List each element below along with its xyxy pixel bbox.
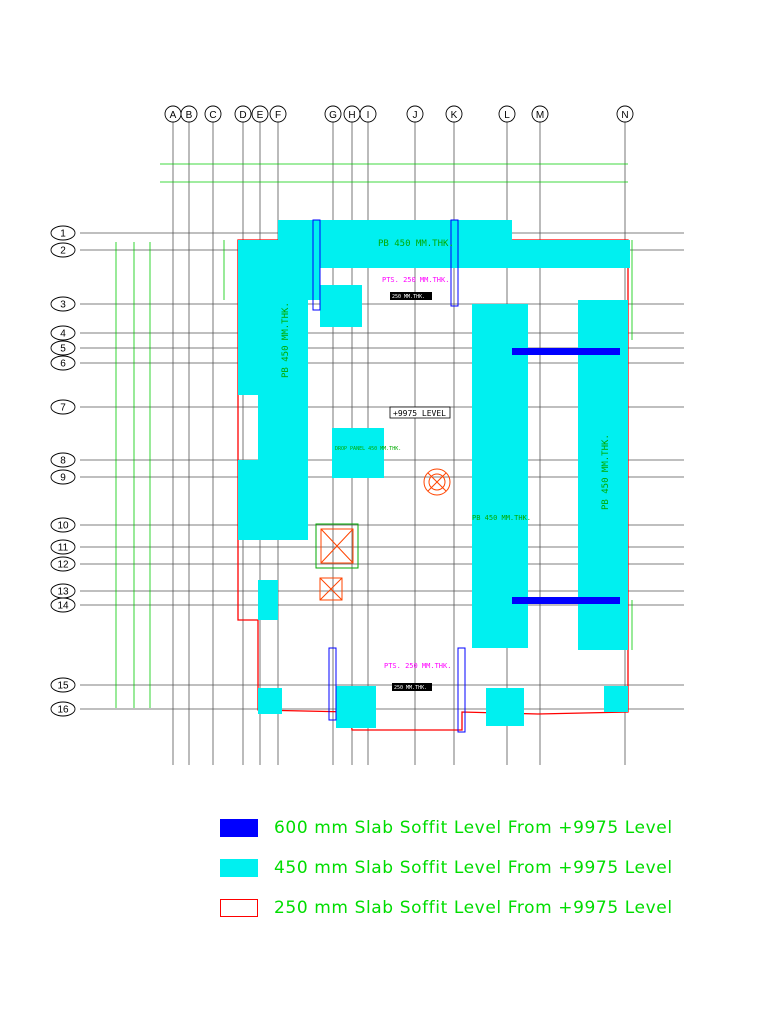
row-bubble-2: 2 (50, 242, 76, 258)
drop-panel-label: DROP PANEL 450 MM.THK. (335, 446, 401, 452)
row-bubble-8: 8 (50, 452, 76, 468)
column-bubble-g: G (324, 105, 342, 123)
legend-label-250: 250 mm Slab Soffit Level From +9975 Leve… (274, 898, 673, 918)
svg-text:11: 11 (58, 543, 69, 554)
row-bubble-12: 12 (50, 556, 76, 572)
svg-text:9: 9 (60, 473, 66, 484)
svg-text:F: F (275, 110, 281, 121)
pb-left-label: PB 450 MM.THK. (281, 302, 291, 378)
column-bubble-f: F (269, 105, 287, 123)
svg-text:E: E (257, 110, 264, 121)
row-bubble-7: 7 (50, 399, 76, 415)
legend-swatch-450 (220, 859, 258, 877)
pts-bottom-label: PTS. 250 MM.THK. (384, 662, 451, 670)
pb-top-label: PB 450 MM.THK. (378, 239, 454, 249)
column-bubble-a: A (164, 105, 182, 123)
svg-text:I: I (367, 110, 370, 121)
pb-right-label: PB 450 MM.THK. (601, 434, 611, 510)
row-bubble-9: 9 (50, 469, 76, 485)
legend-swatch-600 (220, 819, 258, 837)
svg-text:1: 1 (60, 229, 66, 240)
svg-text:B: B (186, 110, 193, 121)
svg-text:G: G (329, 110, 337, 121)
row-bubble-14: 14 (50, 597, 76, 613)
svg-text:8: 8 (60, 456, 66, 467)
pt-strips (312, 219, 466, 733)
pts-top-label: PTS. 250 MM.THK. (382, 276, 449, 284)
pb-mid-label: PB 450 MM.THK. (472, 514, 531, 522)
svg-text:16: 16 (57, 705, 69, 716)
row-bubble-11: 11 (50, 539, 76, 555)
column-bubble-b: B (180, 105, 198, 123)
svg-text:J: J (413, 110, 418, 121)
svg-text:14: 14 (57, 601, 69, 612)
legend-label-600: 600 mm Slab Soffit Level From +9975 Leve… (274, 818, 673, 838)
svg-text:H: H (348, 110, 355, 121)
opening-symbols (315, 468, 451, 601)
slab-thk-top-label: 250 MM.THK. (392, 294, 425, 300)
dimension-lines (115, 163, 633, 708)
column-bubble-j: J (406, 105, 424, 123)
column-bubble-h: H (343, 105, 361, 123)
svg-text:4: 4 (60, 329, 66, 340)
level-label: +9975 LEVEL (393, 409, 446, 418)
svg-text:M: M (536, 110, 544, 121)
legend: 600 mm Slab Soffit Level From +9975 Leve… (220, 808, 740, 928)
row-bubble-5: 5 (50, 340, 76, 356)
column-bubble-m: M (531, 105, 549, 123)
svg-text:6: 6 (60, 359, 66, 370)
row-bubble-3: 3 (50, 296, 76, 312)
column-bubble-l: L (498, 105, 516, 123)
legend-label-450: 450 mm Slab Soffit Level From +9975 Leve… (274, 858, 673, 878)
legend-item-250: 250 mm Slab Soffit Level From +9975 Leve… (220, 888, 740, 928)
svg-text:C: C (209, 110, 216, 121)
row-bubble-13: 13 (50, 583, 76, 599)
row-bubble-10: 10 (50, 517, 76, 533)
slab-thk-bottom-label: 250 MM.THK. (394, 685, 427, 691)
column-bubble-i: I (359, 105, 377, 123)
svg-text:12: 12 (57, 560, 69, 571)
legend-item-450: 450 mm Slab Soffit Level From +9975 Leve… (220, 848, 740, 888)
svg-text:5: 5 (60, 344, 66, 355)
column-bubble-e: E (251, 105, 269, 123)
svg-text:15: 15 (57, 681, 69, 692)
slab-600-regions (512, 348, 620, 604)
svg-text:D: D (239, 110, 246, 121)
row-bubble-15: 15 (50, 677, 76, 693)
column-bubble-c: C (204, 105, 222, 123)
svg-text:A: A (170, 110, 177, 121)
column-bubble-n: N (616, 105, 634, 123)
row-bubble-4: 4 (50, 325, 76, 341)
row-bubble-6: 6 (50, 355, 76, 371)
svg-text:13: 13 (57, 587, 69, 598)
svg-text:3: 3 (60, 300, 66, 311)
legend-item-600: 600 mm Slab Soffit Level From +9975 Leve… (220, 808, 740, 848)
column-bubble-k: K (445, 105, 463, 123)
svg-text:10: 10 (57, 521, 69, 532)
legend-swatch-250 (220, 899, 258, 917)
slab-450-regions (238, 220, 630, 728)
row-bubble-1: 1 (50, 225, 76, 241)
svg-text:L: L (504, 110, 510, 121)
svg-text:K: K (451, 110, 458, 121)
column-bubble-d: D (234, 105, 252, 123)
svg-text:2: 2 (60, 246, 66, 257)
svg-text:7: 7 (60, 403, 66, 414)
row-bubble-16: 16 (50, 701, 76, 717)
svg-text:N: N (621, 110, 628, 121)
